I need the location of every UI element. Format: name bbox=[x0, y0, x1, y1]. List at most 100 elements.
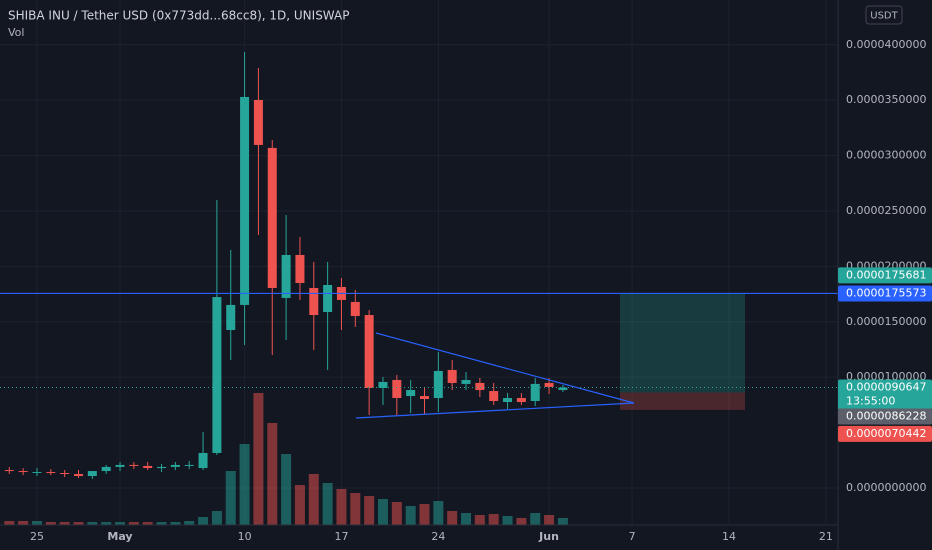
y-tick-label: 0.0000250000 bbox=[846, 204, 926, 217]
volume-bar bbox=[239, 444, 250, 525]
trendline bbox=[355, 402, 635, 419]
candle-body bbox=[129, 464, 139, 466]
volume-bar bbox=[502, 516, 513, 525]
line-label-bg bbox=[838, 285, 932, 302]
volume-bar bbox=[544, 515, 555, 525]
currency-label[interactable]: USDT bbox=[870, 11, 898, 22]
volume-bar bbox=[170, 522, 181, 525]
volume-bar bbox=[18, 521, 29, 525]
candle-body bbox=[503, 398, 513, 403]
volume-bar bbox=[294, 485, 305, 525]
volume-bar bbox=[516, 518, 527, 525]
volume-label: Vol bbox=[8, 26, 24, 39]
x-tick-label: 14 bbox=[722, 530, 736, 543]
x-tick-label: 25 bbox=[30, 530, 44, 543]
profit-zone bbox=[620, 293, 745, 393]
candle-body bbox=[295, 254, 305, 283]
candle-body bbox=[447, 369, 457, 383]
x-tick-label: 17 bbox=[334, 530, 348, 543]
volume-bar bbox=[156, 522, 167, 525]
candle-body bbox=[198, 452, 208, 469]
volume-bar bbox=[267, 423, 278, 525]
volume-bar bbox=[350, 493, 361, 525]
volume-bar bbox=[391, 502, 402, 525]
x-tick-label: 10 bbox=[238, 530, 252, 543]
y-tick-label: 0.0000300000 bbox=[846, 149, 926, 162]
volume-bar bbox=[405, 506, 416, 525]
candle-body bbox=[184, 464, 194, 466]
volume-bar bbox=[198, 517, 209, 525]
volume-bar bbox=[253, 393, 264, 525]
countdown-label: 13:55:00 bbox=[846, 395, 895, 408]
volume-bar bbox=[557, 518, 568, 525]
volume-bar bbox=[101, 522, 112, 525]
volume-bar bbox=[73, 522, 84, 525]
x-tick-label: 24 bbox=[431, 530, 445, 543]
volume-bar bbox=[308, 474, 319, 525]
plot bbox=[0, 51, 838, 525]
y-tick-label: 0.0000150000 bbox=[846, 315, 926, 328]
candle-body bbox=[4, 470, 14, 472]
candle-body bbox=[115, 464, 125, 467]
chart-title: SHIBA INU / Tether USD (0x773dd...68cc8)… bbox=[8, 9, 349, 23]
volume-bar bbox=[336, 489, 347, 525]
stop-label: 0.0000070442 bbox=[846, 427, 926, 440]
candle-body bbox=[101, 466, 111, 472]
candle-body bbox=[530, 383, 540, 402]
x-tick-label: 7 bbox=[629, 530, 636, 543]
volume-bar bbox=[4, 521, 15, 525]
volume-bar bbox=[128, 522, 139, 525]
candle-body bbox=[350, 301, 360, 317]
x-tick-label: May bbox=[107, 530, 132, 543]
candle-body bbox=[323, 284, 333, 313]
candle-body bbox=[46, 472, 56, 474]
volume-bar bbox=[488, 514, 499, 525]
last-price-label-bg bbox=[838, 379, 932, 410]
entry-label: 0.0000086228 bbox=[846, 409, 926, 422]
price-labels: 0.00000000000.00001000000.00001500000.00… bbox=[30, 38, 932, 543]
entry-label-bg bbox=[838, 408, 932, 425]
volume-bar bbox=[461, 513, 472, 525]
candle-body bbox=[87, 471, 97, 477]
volume-bar bbox=[142, 522, 153, 525]
volume-bar bbox=[115, 522, 126, 525]
candle-body bbox=[253, 99, 263, 145]
volume-bar bbox=[474, 515, 485, 525]
candle-body bbox=[32, 472, 42, 474]
target-label-bg bbox=[838, 267, 932, 284]
trendline bbox=[375, 332, 635, 404]
volume-bar bbox=[211, 511, 222, 525]
volume-bar bbox=[87, 522, 98, 525]
volume-bar bbox=[364, 496, 375, 525]
target-label: 0.0000175681 bbox=[846, 268, 926, 281]
currency-button[interactable] bbox=[865, 5, 903, 25]
candle-body bbox=[544, 382, 554, 387]
candle-body bbox=[212, 297, 222, 453]
candle-body bbox=[378, 381, 388, 388]
candle-body bbox=[516, 398, 526, 403]
candle-body bbox=[74, 474, 83, 477]
volume-bar bbox=[433, 501, 444, 525]
candle-body bbox=[420, 396, 429, 400]
candle-body bbox=[475, 382, 485, 391]
candle-body bbox=[240, 96, 250, 305]
candle-body bbox=[364, 315, 374, 388]
candle-body bbox=[558, 387, 568, 391]
volume-bar bbox=[419, 504, 430, 525]
y-tick-label: 0.0000400000 bbox=[846, 38, 926, 51]
loss-zone bbox=[620, 392, 745, 410]
x-tick-label: Jun bbox=[538, 530, 559, 543]
candle-body bbox=[406, 390, 416, 397]
volume-bar bbox=[184, 521, 195, 525]
x-tick-label: 21 bbox=[819, 530, 833, 543]
candle-body bbox=[281, 254, 291, 298]
candle-body bbox=[392, 379, 402, 399]
candle-body bbox=[267, 147, 277, 288]
volume-bar bbox=[225, 471, 236, 525]
volume-bar bbox=[45, 522, 56, 525]
volume-bar bbox=[281, 454, 292, 525]
line-label: 0.0000175573 bbox=[846, 286, 926, 299]
volume-bar bbox=[447, 511, 458, 525]
